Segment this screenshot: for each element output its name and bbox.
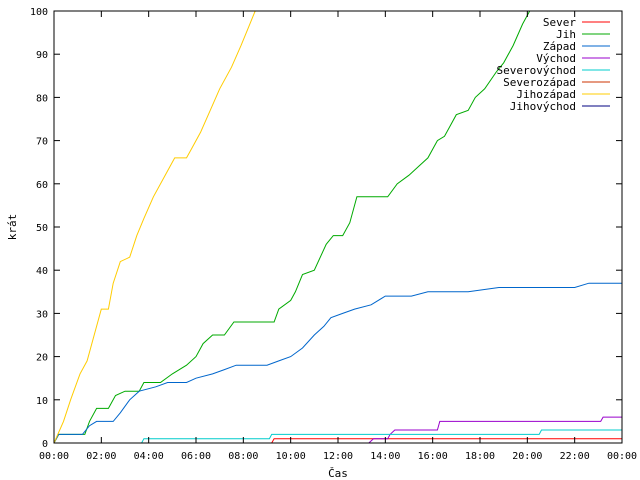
y-tick-label: 20 xyxy=(36,353,48,364)
y-tick-label: 40 xyxy=(36,266,48,277)
series-line-Východ xyxy=(54,416,622,444)
x-tick-label: 20:00 xyxy=(512,451,542,462)
x-tick-label: 14:00 xyxy=(370,451,400,462)
y-tick-label: 80 xyxy=(36,93,48,104)
x-tick-label: 22:00 xyxy=(560,451,590,462)
series-line-Severovýchod xyxy=(54,429,622,444)
y-tick-label: 100 xyxy=(30,7,48,18)
y-tick-label: 60 xyxy=(36,180,48,191)
x-tick-label: 12:00 xyxy=(323,451,353,462)
x-tick-label: 06:00 xyxy=(181,451,211,462)
x-tick-label: 18:00 xyxy=(465,451,495,462)
plot-area xyxy=(54,11,622,443)
x-tick-label: 04:00 xyxy=(134,451,164,462)
x-tick-label: 02:00 xyxy=(86,451,116,462)
y-tick-label: 50 xyxy=(36,223,48,234)
legend-label: Západ xyxy=(543,40,576,53)
x-tick-label: 10:00 xyxy=(276,451,306,462)
y-axis-label: krát xyxy=(6,214,19,241)
y-tick-label: 30 xyxy=(36,309,48,320)
legend: SeverJihZápadVýchodSeverovýchodSeverozáp… xyxy=(497,16,610,113)
series-line-Jih xyxy=(53,10,531,444)
x-axis-label: Čas xyxy=(328,467,348,480)
legend-label: Severovýchod xyxy=(497,64,576,77)
y-tick-label: 10 xyxy=(36,396,48,407)
legend-label: Severozápad xyxy=(503,76,576,89)
legend-label: Jih xyxy=(556,28,576,41)
y-tick-label: 0 xyxy=(42,439,48,450)
x-tick-label: 00:00 xyxy=(607,451,637,462)
legend-label: Jihozápad xyxy=(516,88,576,101)
x-tick-label: 08:00 xyxy=(228,451,258,462)
y-tick-label: 70 xyxy=(36,137,48,148)
series-line-Jihozápad xyxy=(53,10,256,444)
ticks-layer: 00:00 02:00 04:00 06:00 08:00 10:00 12:00 14:00… xyxy=(30,7,637,462)
x-tick-label: 16:00 xyxy=(418,451,448,462)
y-tick-label: 90 xyxy=(36,50,48,61)
legend-label: Východ xyxy=(536,52,576,65)
x-tick-label: 00:00 xyxy=(39,451,69,462)
legend-label: Jihovýchod xyxy=(510,100,576,113)
series-line-Západ xyxy=(53,282,622,444)
legend-label: Sever xyxy=(543,16,576,29)
